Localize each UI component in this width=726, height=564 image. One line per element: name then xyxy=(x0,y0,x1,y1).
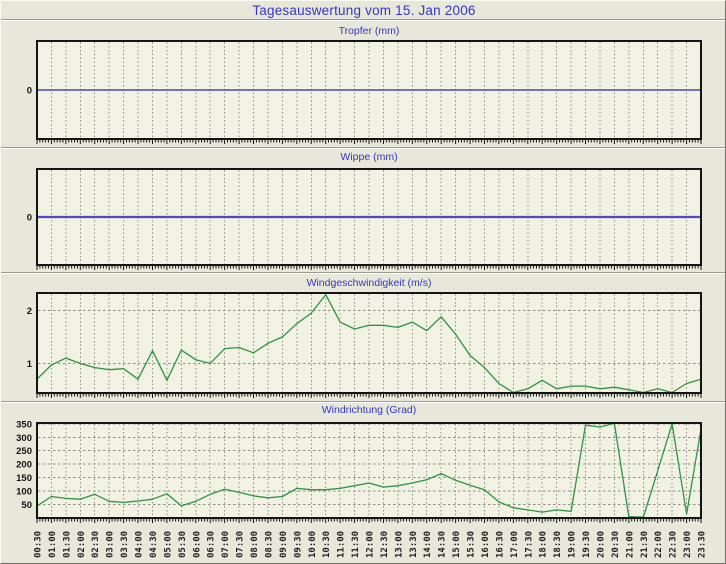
svg-text:01:00: 01:00 xyxy=(48,531,58,558)
svg-text:300: 300 xyxy=(16,433,32,444)
svg-text:2: 2 xyxy=(27,306,32,317)
svg-text:14:30: 14:30 xyxy=(438,531,448,558)
svg-text:07:30: 07:30 xyxy=(236,531,246,558)
svg-text:23:00: 23:00 xyxy=(683,531,693,558)
x-axis-time-labels: 00:30 01:00 01:30 02:00 02:30 03:00 03:30 04:00… xyxy=(34,531,708,558)
svg-text:09:30: 09:30 xyxy=(293,531,303,558)
windrichtung-plot-border xyxy=(36,422,702,519)
svg-text:03:00: 03:00 xyxy=(106,531,116,558)
svg-text:18:00: 18:00 xyxy=(539,531,549,558)
panel-title-tropfer: Tropfer (mm) xyxy=(338,25,400,37)
svg-text:02:30: 02:30 xyxy=(91,531,101,558)
svg-text:12:00: 12:00 xyxy=(366,531,376,558)
windrichtung-y-axis-labels: 50 100 150 200 250 300 350 xyxy=(16,419,32,511)
svg-text:1: 1 xyxy=(27,359,33,370)
windrichtung-x-axis-ticks xyxy=(36,519,702,523)
svg-text:16:30: 16:30 xyxy=(495,531,505,558)
windrichtung-horizontal-gridlines xyxy=(38,423,700,506)
wippe-panel: 0 xyxy=(27,168,703,270)
svg-text:05:30: 05:30 xyxy=(178,531,188,558)
svg-text:00:30: 00:30 xyxy=(34,531,44,558)
windgeschwindigkeit-plot-border xyxy=(36,292,702,394)
windgeschwindigkeit-series-line xyxy=(36,293,702,394)
page-title: Tagesauswertung vom 15. Jan 2006 xyxy=(252,3,476,18)
svg-text:20:00: 20:00 xyxy=(597,531,607,558)
svg-text:20:30: 20:30 xyxy=(611,531,621,558)
svg-text:01:30: 01:30 xyxy=(62,531,72,558)
svg-text:12:30: 12:30 xyxy=(380,531,390,558)
panel-title-wippe: Wippe (mm) xyxy=(340,151,398,163)
svg-text:19:00: 19:00 xyxy=(568,531,578,558)
svg-text:04:30: 04:30 xyxy=(149,531,159,558)
tropfer-y-axis-labels: 0 xyxy=(27,86,32,97)
svg-text:150: 150 xyxy=(16,473,32,484)
svg-text:0: 0 xyxy=(27,86,32,97)
svg-text:17:30: 17:30 xyxy=(524,531,534,558)
panel-title-windgeschwindigkeit: Windgeschwindigkeit (m/s) xyxy=(306,277,432,289)
wippe-x-axis-ticks xyxy=(36,266,702,270)
svg-text:21:00: 21:00 xyxy=(625,531,635,558)
svg-text:05:00: 05:00 xyxy=(163,531,173,558)
svg-text:14:00: 14:00 xyxy=(423,531,433,558)
svg-text:50: 50 xyxy=(21,500,32,511)
tropfer-panel: 0 xyxy=(27,40,702,144)
svg-text:19:30: 19:30 xyxy=(582,531,592,558)
svg-text:200: 200 xyxy=(16,460,32,471)
svg-text:250: 250 xyxy=(16,446,32,457)
svg-text:18:30: 18:30 xyxy=(553,531,563,558)
windgeschwindigkeit-horizontal-gridlines xyxy=(38,309,700,364)
windgeschwindigkeit-x-axis-ticks xyxy=(36,394,702,398)
tropfer-plot-border xyxy=(36,40,702,140)
svg-text:08:30: 08:30 xyxy=(265,531,275,558)
svg-text:23:30: 23:30 xyxy=(698,531,708,558)
svg-text:06:30: 06:30 xyxy=(207,531,217,558)
svg-text:07:00: 07:00 xyxy=(221,531,231,558)
svg-text:13:00: 13:00 xyxy=(394,531,404,558)
wippe-plot-border xyxy=(36,168,702,266)
windrichtung-panel: 50 100 150 200 250 300 350 00:30 01:00 01:30 02:00… xyxy=(16,419,707,558)
svg-text:15:00: 15:00 xyxy=(452,531,462,558)
svg-text:22:00: 22:00 xyxy=(654,531,664,558)
svg-text:09:00: 09:00 xyxy=(279,531,289,558)
panel-title-windrichtung: Windrichtung (Grad) xyxy=(321,404,417,416)
svg-text:10:00: 10:00 xyxy=(308,531,318,558)
svg-text:03:30: 03:30 xyxy=(120,531,130,558)
svg-text:16:00: 16:00 xyxy=(481,531,491,558)
windrichtung-series-line xyxy=(36,422,702,518)
svg-text:17:00: 17:00 xyxy=(510,531,520,558)
svg-text:10:30: 10:30 xyxy=(322,531,332,558)
svg-text:11:00: 11:00 xyxy=(337,531,347,558)
wippe-y-axis-labels: 0 xyxy=(27,213,32,224)
svg-text:22:30: 22:30 xyxy=(669,531,679,558)
svg-text:04:00: 04:00 xyxy=(135,531,145,558)
windgeschwindigkeit-y-axis-labels: 12 xyxy=(27,306,33,370)
svg-text:13:30: 13:30 xyxy=(409,531,419,558)
svg-text:02:00: 02:00 xyxy=(77,531,87,558)
svg-text:08:00: 08:00 xyxy=(250,531,260,558)
windgeschwindigkeit-panel: 12 xyxy=(27,292,702,398)
tropfer-x-axis-ticks xyxy=(36,140,702,144)
svg-text:350: 350 xyxy=(16,419,32,430)
svg-text:0: 0 xyxy=(27,213,32,224)
svg-text:100: 100 xyxy=(16,487,32,498)
svg-text:21:30: 21:30 xyxy=(640,531,650,558)
svg-text:11:30: 11:30 xyxy=(351,531,361,558)
svg-text:15:30: 15:30 xyxy=(467,531,477,558)
svg-text:06:00: 06:00 xyxy=(192,531,202,558)
